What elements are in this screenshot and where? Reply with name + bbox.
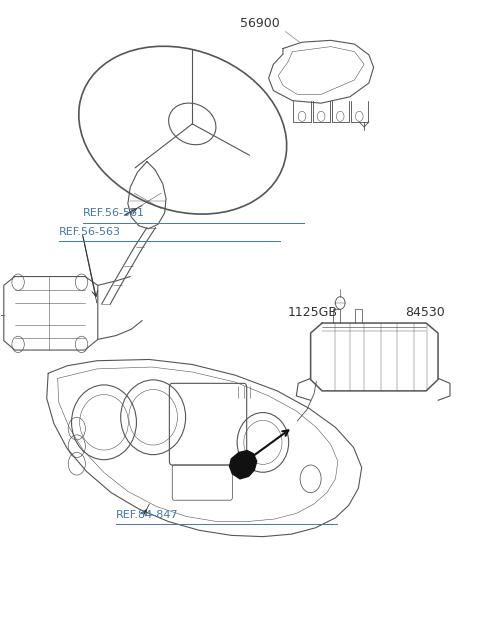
Text: 84530: 84530 xyxy=(405,305,444,319)
Text: 56900: 56900 xyxy=(240,16,280,30)
Text: REF.84-847: REF.84-847 xyxy=(116,510,179,520)
Text: REF.56-561: REF.56-561 xyxy=(83,208,144,218)
Text: 1125GB: 1125GB xyxy=(288,305,338,319)
Text: REF.56-563: REF.56-563 xyxy=(59,227,120,237)
Polygon shape xyxy=(229,451,257,479)
